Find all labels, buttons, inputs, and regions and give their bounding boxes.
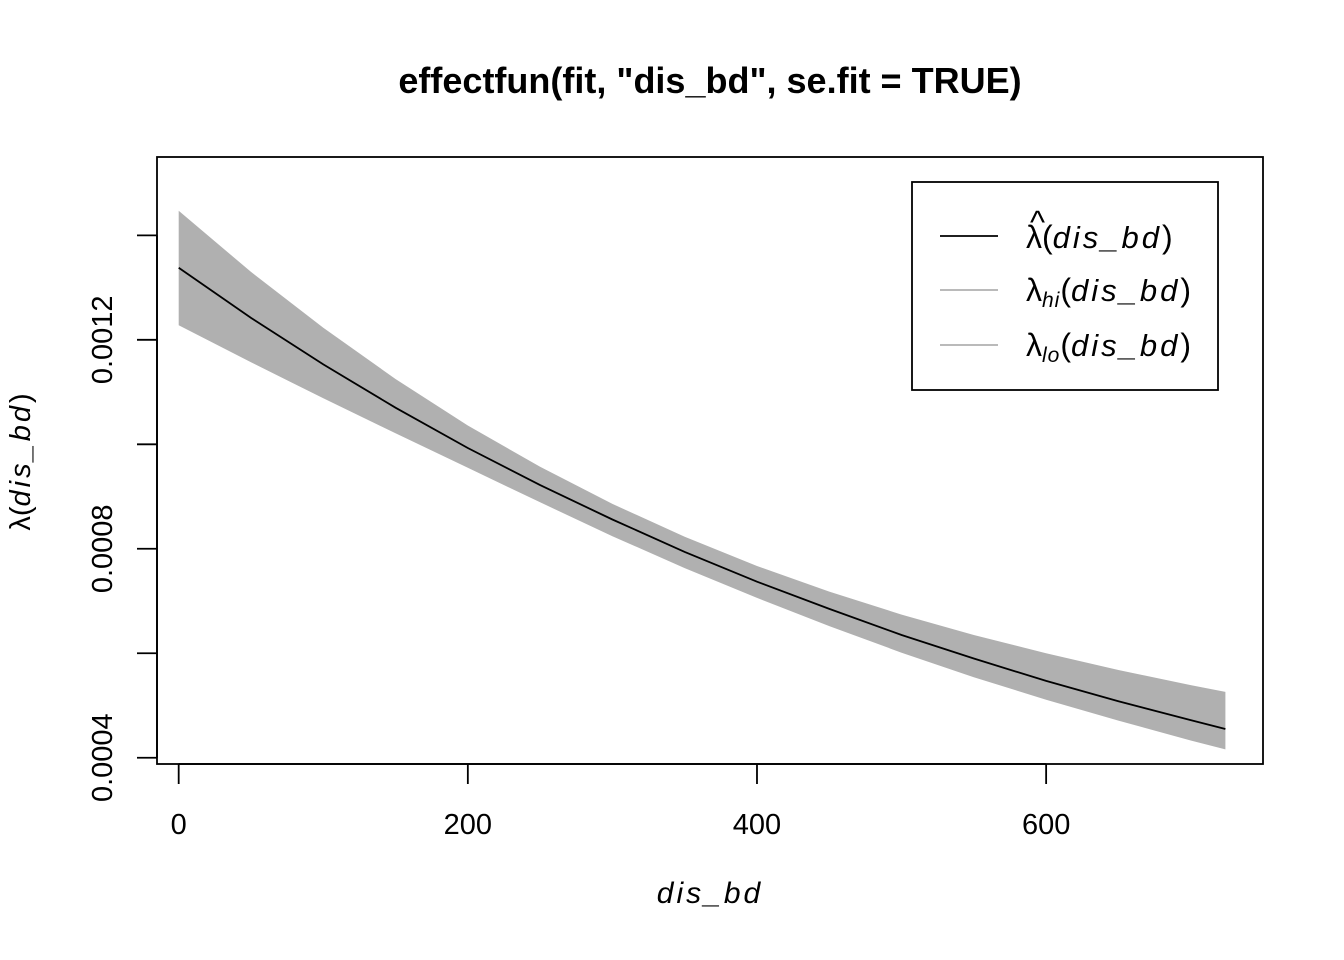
legend-var: dis_bd <box>1071 273 1180 308</box>
legend-label-lo: λlo(dis_bd) <box>1026 327 1191 367</box>
legend-open: ( <box>1042 219 1053 255</box>
x-tick-label: 0 <box>171 809 187 841</box>
legend-sub-hi: hi <box>1042 289 1061 312</box>
x-tick-label: 600 <box>1022 809 1070 841</box>
estimate-line <box>178 266 1226 730</box>
legend-close: ) <box>1180 327 1191 363</box>
y-axis-label: λ(dis_bd) <box>5 393 37 530</box>
x-axis-label: dis_bd <box>657 877 763 910</box>
legend-lambda: λ <box>1026 327 1042 363</box>
legend: λ(dis_bd) ^ λhi(dis_bd) λlo(dis_bd) <box>911 181 1219 391</box>
y-axis: 0.0004 0.0008 0.0012 <box>87 234 158 802</box>
y-tick-label: 0.0008 <box>87 504 119 593</box>
confidence-band <box>178 210 1226 750</box>
y-label-lambda: λ <box>5 516 37 531</box>
legend-open: ( <box>1060 272 1071 308</box>
legend-hat-mark: ^ <box>1030 204 1045 240</box>
chart-title: effectfun(fit, "dis_bd", se.fit = TRUE) <box>398 60 1021 101</box>
y-tick-label: 0.0004 <box>87 713 119 802</box>
y-tick-label: 0.0012 <box>87 295 119 384</box>
legend-lambda: λ <box>1026 219 1042 255</box>
legend-var: dis_bd <box>1071 328 1180 363</box>
legend-open: ( <box>1060 327 1071 363</box>
legend-lambda: λ <box>1026 272 1042 308</box>
x-tick-label: 400 <box>733 809 781 841</box>
x-tick-label: 200 <box>444 809 492 841</box>
y-label-close: ) <box>5 393 37 403</box>
legend-box <box>911 181 1219 391</box>
y-label-var: dis_bd <box>5 403 37 506</box>
x-axis: 0 200 400 600 <box>171 763 1070 841</box>
legend-var: dis_bd <box>1053 220 1162 255</box>
legend-label-hi: λhi(dis_bd) <box>1026 272 1191 312</box>
legend-close: ) <box>1180 272 1191 308</box>
y-axis-label-group: λ(dis_bd) <box>5 393 37 530</box>
legend-label-estimate: λ(dis_bd) <box>1026 219 1173 255</box>
legend-close: ) <box>1162 219 1173 255</box>
y-label-open: ( <box>5 506 37 516</box>
legend-sub-lo: lo <box>1042 344 1060 367</box>
